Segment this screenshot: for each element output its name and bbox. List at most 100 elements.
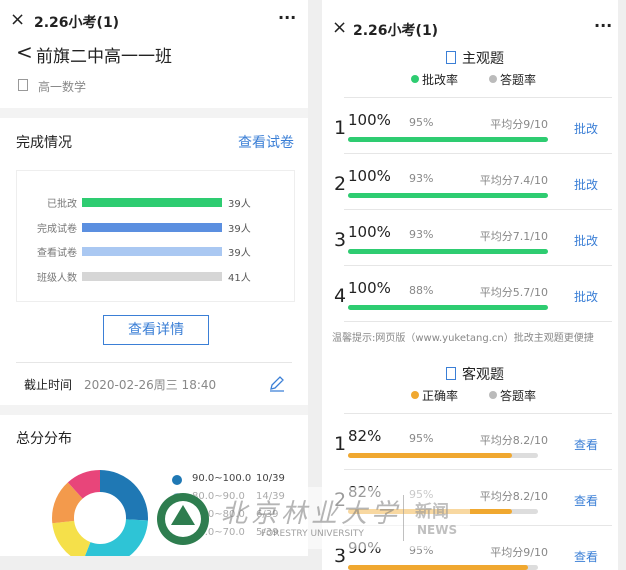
rate-bar — [348, 137, 548, 142]
action-link[interactable]: 批改 — [574, 290, 599, 304]
detail-button[interactable]: 查看详情 — [103, 315, 209, 345]
answer-rate: 93% — [409, 228, 434, 241]
legend-label: 批改率 — [422, 73, 459, 87]
rate: 100% — [348, 279, 391, 297]
close-icon[interactable]: × — [332, 17, 348, 38]
rate: 100% — [348, 111, 391, 129]
divider — [344, 153, 612, 154]
rate: 100% — [348, 167, 391, 185]
watermark-divider — [403, 495, 404, 541]
answer-rate: 95% — [409, 116, 434, 129]
completion-box: 已批改 39人 完成试卷 39人 查看试卷 39人 班级人数 41人 — [16, 170, 295, 302]
divider — [344, 413, 612, 414]
progress-track — [348, 249, 548, 254]
watermark-news: 新闻 — [415, 502, 449, 522]
watermark-name: 北京林业大学 — [221, 499, 402, 529]
edit-icon[interactable] — [268, 374, 286, 392]
section-title: 总分分布 — [16, 431, 72, 447]
progress-track — [348, 193, 548, 198]
header-title: 2.26小考(1) — [353, 23, 439, 39]
question-index: 2 — [334, 173, 347, 195]
section-title: 完成情况 — [16, 135, 72, 151]
divider — [344, 209, 612, 210]
bar — [82, 198, 222, 207]
action-link[interactable]: 批改 — [574, 234, 599, 248]
question-index: 4 — [334, 285, 347, 307]
bar-count: 39人 — [228, 223, 251, 235]
view-paper-link[interactable]: 查看试卷 — [238, 135, 294, 151]
bar-label: 班级人数 — [37, 272, 77, 284]
answer-rate: 88% — [409, 284, 434, 297]
bar-count: 39人 — [228, 199, 251, 210]
average: 平均分7.4/10 — [479, 174, 548, 187]
divider — [344, 321, 612, 322]
divider — [344, 469, 612, 470]
donut-segment — [52, 470, 148, 556]
watermark: 北京林业大学 FORESTRY UNIVERSITY 新闻 NEWS — [153, 487, 470, 549]
more-icon[interactable]: ··· — [278, 8, 297, 27]
left-panel: × 2.26小考(1) ··· < 前旗二中高一一班 高一数学 完成情况 查看试… — [0, 0, 308, 556]
average: 平均分9/10 — [490, 118, 548, 131]
dot — [489, 75, 497, 83]
more-icon[interactable]: ··· — [594, 16, 613, 35]
bar — [82, 247, 222, 256]
legend-count: 10/39 — [256, 473, 285, 484]
progress-track — [348, 565, 548, 570]
bar-label: 已批改 — [47, 199, 77, 210]
average: 平均分9/10 — [490, 546, 548, 559]
average: 平均分7.1/10 — [479, 230, 548, 243]
divider — [344, 97, 612, 98]
action-link[interactable]: 批改 — [574, 178, 599, 192]
book-icon — [18, 79, 28, 91]
bar — [82, 222, 222, 232]
donut-segment — [52, 470, 148, 556]
tip: 温馨提示:网页版（www.yuketang.cn）批改主观题更便捷 — [332, 333, 594, 344]
bar-count: 41人 — [228, 272, 251, 284]
section-icon — [446, 51, 456, 64]
deadline: 2020-02-26周三 18:40 — [84, 378, 217, 392]
divider — [344, 265, 612, 266]
legend-label: 正确率 — [422, 389, 459, 403]
rate-bar — [348, 453, 512, 458]
watermark-news-en: NEWS — [417, 523, 458, 537]
progress-track — [348, 305, 548, 310]
question-index: 3 — [334, 545, 347, 567]
header-title: 2.26小考(1) — [34, 15, 120, 31]
bar-label: 查看试卷 — [37, 248, 77, 259]
rate: 100% — [348, 223, 391, 241]
answer-rate: 95% — [409, 432, 434, 445]
section-icon — [446, 367, 456, 380]
action-link[interactable]: 查看 — [574, 438, 599, 452]
action-link[interactable]: 查看 — [574, 550, 599, 564]
subject: 高一数学 — [38, 80, 87, 94]
watermark-name-en: FORESTRY UNIVERSITY — [261, 529, 364, 539]
question-index: 3 — [334, 229, 347, 251]
legend-label: 答题率 — [500, 73, 537, 87]
legend-range: 90.0~100.0 — [192, 473, 252, 484]
logo — [157, 493, 209, 545]
rate-bar — [348, 193, 548, 198]
dot — [411, 391, 419, 399]
rate-bar — [348, 249, 548, 254]
bar-count: 39人 — [228, 248, 251, 259]
question-index: 1 — [334, 117, 347, 139]
question-index: 1 — [334, 433, 347, 455]
average: 平均分8.2/10 — [479, 490, 548, 503]
close-icon[interactable]: × — [10, 9, 26, 30]
bar — [82, 271, 222, 281]
answer-rate: 93% — [409, 172, 434, 185]
rate-bar — [348, 565, 528, 570]
action-link[interactable]: 批改 — [574, 122, 599, 136]
deadline-label: 截止时间 — [24, 378, 73, 392]
donut-chart — [52, 470, 148, 556]
divider — [344, 525, 612, 526]
section-title: 客观题 — [462, 367, 504, 383]
back-icon[interactable]: < — [16, 40, 33, 64]
donut-segment — [52, 470, 148, 556]
section-title: 主观题 — [462, 51, 504, 67]
divider — [0, 108, 308, 118]
action-link[interactable]: 查看 — [574, 494, 599, 508]
progress-track — [348, 453, 548, 458]
divider — [0, 405, 308, 415]
